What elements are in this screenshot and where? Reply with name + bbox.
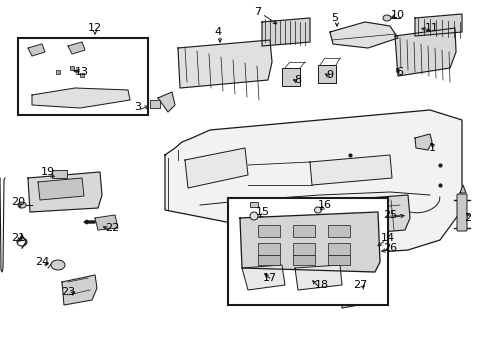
Text: 6: 6 [396,67,403,77]
Polygon shape [415,14,462,36]
Text: 13: 13 [75,67,89,77]
Polygon shape [62,275,97,305]
Bar [328,225,350,237]
Text: 4: 4 [215,27,221,37]
Polygon shape [262,18,310,46]
Text: 19: 19 [41,167,55,177]
Bar [228,198,388,305]
Ellipse shape [383,15,391,21]
Text: 21: 21 [11,233,25,243]
Polygon shape [240,212,380,272]
Polygon shape [178,40,272,88]
Ellipse shape [51,260,65,270]
Ellipse shape [315,207,321,213]
Text: 17: 17 [263,273,277,283]
Text: 11: 11 [425,23,439,33]
Text: 24: 24 [35,257,49,267]
Text: 22: 22 [105,223,119,233]
Bar [150,100,160,108]
Bar [328,255,350,265]
Polygon shape [28,44,45,56]
Polygon shape [68,42,85,54]
Text: 27: 27 [353,280,367,290]
Bar [293,243,315,255]
Polygon shape [415,134,432,150]
Text: 23: 23 [61,287,75,297]
Polygon shape [28,172,102,212]
Bar [258,225,280,237]
Ellipse shape [367,248,377,256]
Bar [258,255,280,265]
Polygon shape [38,178,84,200]
Bar [293,225,315,237]
Text: 8: 8 [294,75,301,85]
Polygon shape [460,185,466,193]
Polygon shape [165,110,462,252]
Bar [18,38,148,115]
Ellipse shape [18,202,26,208]
Text: 15: 15 [256,207,270,217]
Text: 2: 2 [465,213,471,223]
Ellipse shape [250,212,258,220]
Text: 5: 5 [332,13,339,23]
Polygon shape [395,28,456,76]
Bar [258,243,280,255]
Bar [282,68,300,86]
Polygon shape [330,22,398,48]
Polygon shape [340,272,380,308]
Text: 16: 16 [318,200,332,210]
Text: 1: 1 [428,143,436,153]
Polygon shape [185,148,248,188]
Polygon shape [310,155,392,185]
Text: 12: 12 [88,23,102,33]
Bar [318,65,336,83]
Bar [328,243,350,255]
Polygon shape [158,92,175,112]
Polygon shape [32,88,130,108]
Bar [250,202,258,207]
Text: 18: 18 [315,280,329,290]
Bar [293,255,315,265]
Text: 25: 25 [383,210,397,220]
Text: 3: 3 [134,102,142,112]
Text: 7: 7 [254,7,262,17]
FancyBboxPatch shape [457,194,467,231]
Text: 26: 26 [383,243,397,253]
Text: 20: 20 [11,197,25,207]
Polygon shape [95,215,118,230]
Text: 9: 9 [326,70,334,80]
Polygon shape [295,265,342,290]
Bar [52,170,67,178]
Text: 14: 14 [381,233,395,243]
Polygon shape [342,195,410,235]
Polygon shape [242,265,285,290]
Text: 10: 10 [391,10,405,20]
FancyArrow shape [84,220,95,224]
